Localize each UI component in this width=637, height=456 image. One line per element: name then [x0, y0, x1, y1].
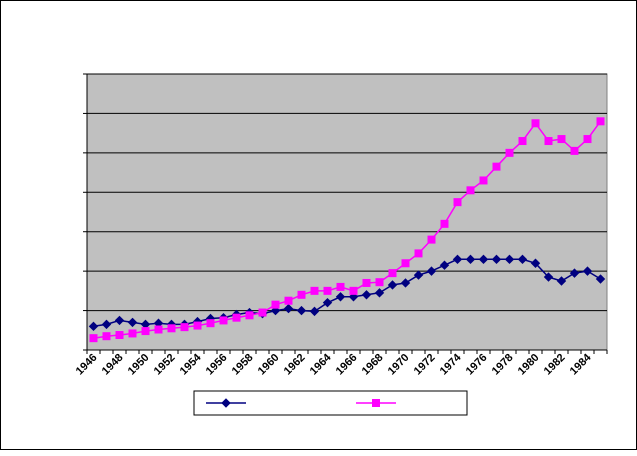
legend-swatch-marker	[221, 398, 231, 408]
x-tick-label: 1968	[360, 352, 386, 378]
series-1-point	[465, 254, 476, 265]
series-2-point	[271, 300, 280, 309]
series-2-point	[115, 331, 124, 340]
series-1-point	[88, 321, 99, 332]
series-1-point	[283, 303, 294, 314]
series-1-point	[101, 319, 112, 330]
series-2-point	[323, 286, 332, 295]
x-tick-label: 1962	[282, 352, 308, 378]
series-1-point	[582, 266, 593, 276]
series-2-point	[193, 321, 202, 330]
series-1-point	[413, 270, 424, 280]
plot-area	[86, 73, 608, 351]
series-1-point	[439, 260, 450, 270]
series-2-point	[297, 290, 306, 299]
series-2-point	[531, 119, 540, 128]
series-1-point	[595, 274, 606, 284]
series-2-point	[492, 162, 501, 171]
x-tick-label: 1978	[490, 352, 516, 378]
x-tick-label: 1964	[308, 351, 334, 377]
series-2-line	[93, 120, 602, 339]
x-tick-label: 1966	[334, 352, 360, 378]
series-1-point	[387, 280, 398, 290]
series-1-point	[322, 297, 333, 308]
series-2-point	[141, 327, 150, 336]
series-2-point	[336, 282, 345, 291]
series-1-point	[114, 315, 125, 326]
x-tick-label: 1974	[438, 351, 464, 377]
x-tick-label: 1972	[412, 352, 438, 378]
series-2-point	[505, 148, 514, 157]
series-1-point	[127, 317, 138, 328]
series-2-point	[128, 329, 137, 338]
series-1-point	[309, 306, 320, 317]
series-2-point	[219, 316, 228, 325]
series-1-point	[296, 305, 307, 316]
x-tick-label: 1984	[568, 351, 594, 377]
series-1-point	[335, 292, 346, 302]
series-2-point	[557, 135, 566, 144]
series-1-point	[374, 288, 385, 298]
series-2-point	[453, 198, 462, 207]
series-2-point	[232, 313, 241, 322]
series-2-point	[167, 324, 176, 333]
x-tick-label: 1976	[464, 352, 490, 378]
series-2-point	[310, 286, 319, 295]
x-tick-label: 1948	[100, 352, 126, 378]
series-1-point	[478, 254, 489, 265]
series-2-point	[154, 325, 163, 334]
series-2-point	[284, 296, 293, 305]
series-1-line	[93, 258, 601, 328]
series-1-point	[426, 266, 437, 276]
series-1-point	[400, 278, 411, 288]
series-1-point	[361, 290, 372, 300]
series-1-point	[491, 254, 502, 265]
x-tick-label: 1952	[152, 352, 178, 378]
series-2-point	[570, 146, 579, 155]
x-tick-label: 1954	[178, 351, 204, 377]
series-1-point	[452, 254, 463, 265]
series-2-point	[258, 308, 267, 317]
series-2-point	[362, 278, 371, 287]
x-tick-label: 1982	[542, 352, 568, 378]
series-1-point	[530, 258, 541, 268]
x-tick-label: 1950	[126, 352, 152, 378]
series-1-point	[569, 268, 580, 278]
series-2-point	[466, 186, 475, 195]
series-2-point	[583, 135, 592, 144]
series-2-point	[427, 235, 436, 244]
series-2-point	[245, 311, 254, 320]
series-1-point	[517, 254, 528, 265]
legend-swatch-marker	[372, 399, 380, 407]
x-tick-label: 1946	[74, 352, 100, 378]
series-2-point	[440, 219, 449, 228]
series-2-point	[375, 278, 384, 287]
series-2-point	[414, 249, 423, 258]
series-1-point	[556, 276, 567, 286]
series-2-point	[388, 269, 397, 278]
series-2-point	[102, 332, 111, 341]
series-2-point	[479, 176, 488, 185]
series-2-point	[206, 319, 215, 328]
x-tick-label: 1956	[204, 352, 230, 378]
series-2-point	[349, 286, 358, 295]
x-tick-label: 1980	[516, 352, 542, 378]
series-1-point	[543, 272, 554, 282]
series-2-point	[544, 137, 553, 146]
series-2-point	[89, 334, 98, 343]
series-2-point	[180, 323, 189, 332]
series-2-point	[596, 117, 605, 126]
series-1-point	[504, 254, 515, 265]
x-tick-label: 1958	[230, 352, 256, 378]
x-tick-label: 1970	[386, 352, 412, 378]
series-2-point	[401, 259, 410, 268]
x-tick-label: 1960	[256, 352, 282, 378]
series-2-point	[518, 137, 527, 146]
